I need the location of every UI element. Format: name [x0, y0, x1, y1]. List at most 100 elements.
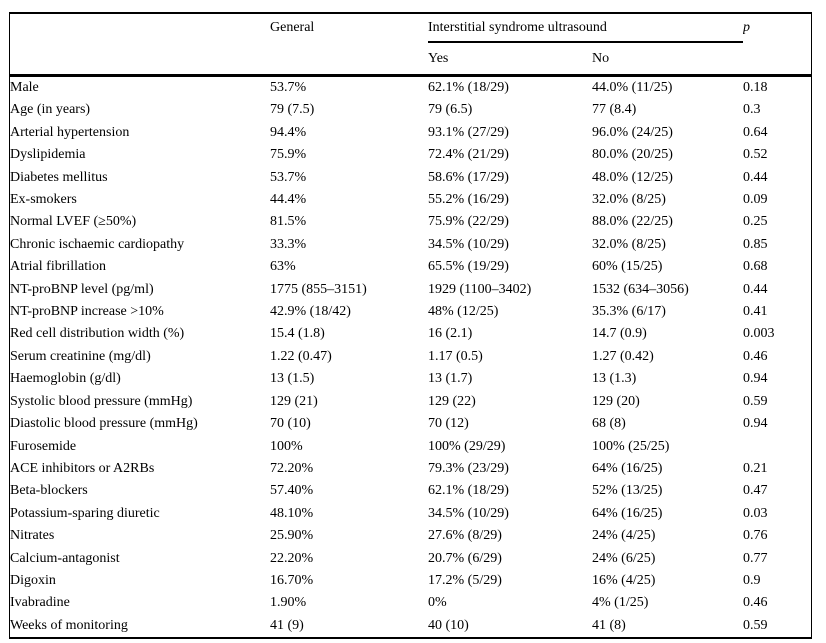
cell-p: 0.68: [743, 259, 768, 275]
cell-yes: 100% (29/29): [428, 438, 506, 454]
cell-yes: 70 (12): [428, 416, 469, 432]
cell-no: 24% (4/25): [592, 528, 656, 544]
cell-yes: 65.5% (19/29): [428, 259, 509, 275]
cell-p: 0.41: [743, 304, 768, 320]
row-label: NT-proBNP level (pg/ml): [10, 281, 154, 297]
cell-p: 0.44: [743, 169, 768, 185]
cell-general: 57.40%: [270, 483, 314, 499]
row-label: Normal LVEF (≥50%): [10, 214, 137, 230]
cell-p: [743, 436, 811, 458]
row-label: Red cell distribution width (%): [10, 326, 185, 342]
table-row: Ex-smokers 44.4% 55.2% (16/29) 32.0% (8/25)…: [10, 189, 811, 211]
row-label: Nitrates: [10, 528, 55, 544]
table-row: ACE inhibitors or A2RBs 72.20% 79.3% (23/2…: [10, 458, 811, 480]
header-general: General: [270, 20, 315, 35]
table-row: Potassium-sparing diuretic 48.10% 34.5% (1…: [10, 503, 811, 525]
cell-general: 129 (21): [270, 393, 318, 409]
cell-yes: 20.7% (6/29): [428, 550, 502, 566]
cell-p: 0.59: [743, 617, 768, 633]
cell-no: 16% (4/25): [592, 572, 656, 588]
cell-p: 0.47: [743, 483, 768, 499]
cell-no: 13 (1.3): [592, 371, 637, 387]
cell-no: 41 (8): [592, 617, 626, 633]
cell-general: 41 (9): [270, 617, 304, 633]
table-row: NT-proBNP increase >10% 42.9% (18/42) 48% …: [10, 301, 811, 323]
row-label: Arterial hypertension: [10, 124, 130, 140]
cell-general: 1.22 (0.47): [270, 348, 332, 364]
row-label: Beta-blockers: [10, 483, 88, 499]
row-label: Dyslipidemia: [10, 147, 86, 163]
header-yes: Yes: [428, 42, 592, 77]
cell-yes: 40 (10): [428, 617, 469, 633]
cell-general: 81.5%: [270, 214, 307, 230]
table-row: Digoxin 16.70% 17.2% (5/29) 16% (4/25) 0.9: [10, 570, 811, 592]
cell-yes: 75.9% (22/29): [428, 214, 509, 230]
cell-yes: 55.2% (16/29): [428, 192, 509, 208]
cell-p: 0.46: [743, 595, 768, 611]
cell-p: 0.94: [743, 416, 768, 432]
cell-general: 72.20%: [270, 460, 314, 476]
cell-yes: 0%: [428, 595, 447, 611]
table-row: Normal LVEF (≥50%) 81.5% 75.9% (22/29) 88.0…: [10, 211, 811, 233]
row-label: Systolic blood pressure (mmHg): [10, 393, 193, 409]
table-row: Red cell distribution width (%) 15.4 (1.8…: [10, 323, 811, 345]
cell-no: 60% (15/25): [592, 259, 663, 275]
cell-no: 68 (8): [592, 416, 626, 432]
cell-p: 0.09: [743, 192, 768, 208]
table-header: General Interstitial syndrome ultrasound…: [10, 14, 811, 77]
cell-no: 35.3% (6/17): [592, 304, 666, 320]
cell-p: 0.94: [743, 371, 768, 387]
header-blank: [10, 14, 270, 42]
cell-no: 64% (16/25): [592, 505, 663, 521]
table-row: Calcium-antagonist 22.20% 20.7% (6/29) 24% …: [10, 548, 811, 570]
cell-general: 33.3%: [270, 236, 307, 252]
cell-no: 80.0% (20/25): [592, 147, 673, 163]
cell-p: 0.03: [743, 505, 768, 521]
cell-yes: 93.1% (27/29): [428, 124, 509, 140]
cell-p: 0.9: [743, 572, 761, 588]
row-label: Serum creatinine (mg/dl): [10, 348, 151, 364]
cell-yes: 62.1% (18/29): [428, 483, 509, 499]
row-label: Chronic ischaemic cardiopathy: [10, 236, 185, 252]
cell-general: 22.20%: [270, 550, 314, 566]
cell-yes: 13 (1.7): [428, 371, 473, 387]
header-blank: [743, 42, 811, 77]
table-row: Furosemide 100% 100% (29/29) 100% (25/25): [10, 436, 811, 458]
table-row: Weeks of monitoring 41 (9) 40 (10) 41 (8) 0.…: [10, 615, 811, 637]
table-row: Serum creatinine (mg/dl) 1.22 (0.47) 1.17 …: [10, 346, 811, 368]
cell-general: 16.70%: [270, 572, 314, 588]
cell-p: 0.52: [743, 147, 768, 163]
cell-no: 100% (25/25): [592, 438, 670, 454]
cell-yes: 72.4% (21/29): [428, 147, 509, 163]
header-row-groups: General Interstitial syndrome ultrasound…: [10, 14, 811, 43]
cell-yes: 27.6% (8/29): [428, 528, 502, 544]
table-row: Ivabradine 1.90% 0% 4% (1/25) 0.46: [10, 592, 811, 614]
cell-yes: 79.3% (23/29): [428, 460, 509, 476]
cell-general: 44.4%: [270, 192, 307, 208]
cell-general: 94.4%: [270, 124, 307, 140]
cell-yes: 1.17 (0.5): [428, 348, 483, 364]
table-row: Dyslipidemia 75.9% 72.4% (21/29) 80.0% (20/…: [10, 144, 811, 166]
row-label: Potassium-sparing diuretic: [10, 505, 160, 521]
table-row: Diabetes mellitus 53.7% 58.6% (17/29) 48.0%…: [10, 167, 811, 189]
cell-general: 42.9% (18/42): [270, 304, 351, 320]
cell-p: 0.21: [743, 460, 768, 476]
row-label: NT-proBNP increase >10%: [10, 304, 164, 320]
table-row: NT-proBNP level (pg/ml) 1775 (855–3151) 19…: [10, 279, 811, 301]
data-table: General Interstitial syndrome ultrasound…: [10, 14, 811, 637]
cell-yes: 129 (22): [428, 393, 476, 409]
row-label: Furosemide: [10, 438, 77, 454]
cell-p: 0.76: [743, 528, 768, 544]
cell-p: 0.46: [743, 348, 768, 364]
row-label: Ivabradine: [10, 595, 70, 611]
cell-no: 32.0% (8/25): [592, 192, 666, 208]
cell-p: 0.64: [743, 124, 768, 140]
cell-yes: 34.5% (10/29): [428, 505, 509, 521]
cell-p: 0.77: [743, 550, 768, 566]
cell-general: 53.7%: [270, 169, 307, 185]
cell-no: 77 (8.4): [592, 102, 637, 118]
cell-p: 0.18: [743, 80, 768, 95]
cell-no: 44.0% (11/25): [592, 80, 673, 95]
cell-no: 64% (16/25): [592, 460, 663, 476]
cell-general: 63%: [270, 259, 296, 275]
